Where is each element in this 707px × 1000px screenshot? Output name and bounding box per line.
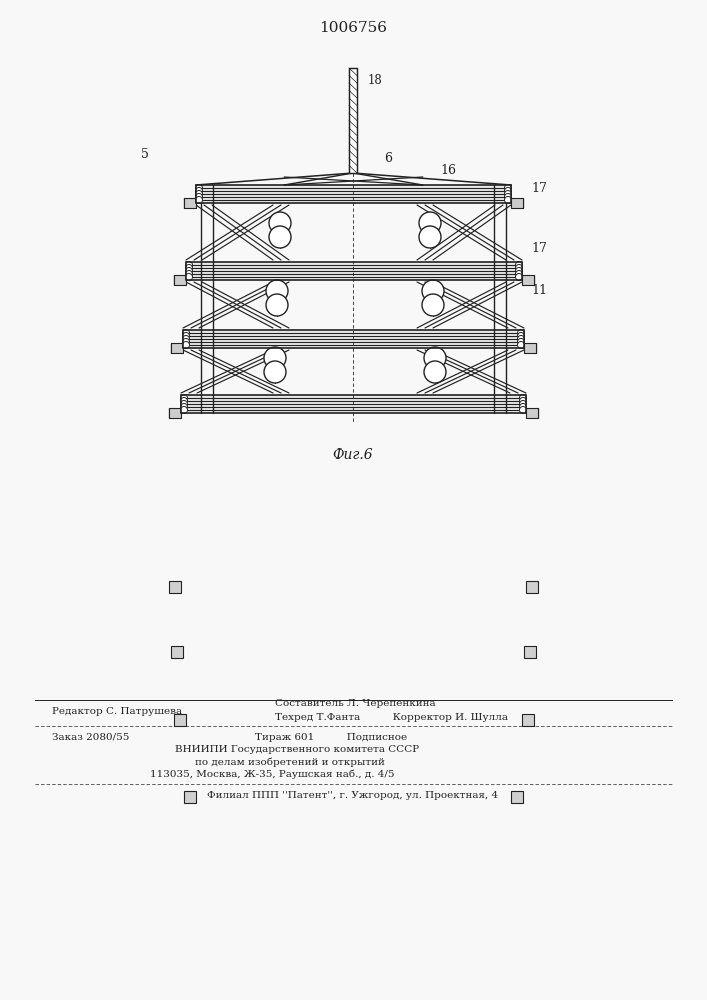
- Circle shape: [182, 342, 189, 349]
- Circle shape: [520, 406, 527, 414]
- Polygon shape: [184, 198, 196, 208]
- Circle shape: [520, 394, 527, 401]
- Polygon shape: [511, 791, 523, 803]
- Polygon shape: [171, 646, 183, 658]
- Polygon shape: [524, 343, 536, 353]
- Circle shape: [505, 194, 511, 200]
- Polygon shape: [184, 791, 196, 803]
- Polygon shape: [524, 646, 536, 658]
- Circle shape: [185, 267, 192, 274]
- Circle shape: [505, 188, 511, 194]
- Bar: [183, 330, 524, 348]
- Text: по делам изобретений и открытий: по делам изобретений и открытий: [195, 757, 385, 767]
- Circle shape: [182, 332, 189, 340]
- Polygon shape: [526, 408, 538, 418]
- Text: 1006756: 1006756: [319, 21, 387, 35]
- Circle shape: [424, 347, 446, 369]
- Polygon shape: [511, 198, 523, 208]
- Circle shape: [182, 330, 189, 336]
- Polygon shape: [526, 581, 538, 593]
- Circle shape: [422, 280, 444, 302]
- Circle shape: [264, 347, 286, 369]
- Text: Составитель Л. Черепенкина: Составитель Л. Черепенкина: [275, 698, 436, 708]
- Circle shape: [422, 294, 444, 316]
- Circle shape: [180, 394, 187, 401]
- Circle shape: [185, 261, 192, 268]
- Circle shape: [515, 264, 522, 271]
- Bar: [349, 68, 357, 173]
- Circle shape: [269, 226, 291, 248]
- Circle shape: [185, 270, 192, 277]
- Bar: [181, 395, 526, 413]
- Text: 16: 16: [440, 163, 456, 176]
- Circle shape: [180, 400, 187, 408]
- Polygon shape: [169, 581, 181, 593]
- Circle shape: [196, 184, 202, 192]
- Circle shape: [196, 194, 202, 200]
- Circle shape: [505, 184, 511, 192]
- Circle shape: [266, 280, 288, 302]
- Text: 18: 18: [368, 74, 382, 87]
- Circle shape: [515, 270, 522, 277]
- Circle shape: [518, 342, 525, 349]
- Bar: [349, 68, 357, 173]
- Circle shape: [518, 330, 525, 336]
- Circle shape: [515, 273, 522, 280]
- Text: ВНИИПИ Государственного комитета СССР: ВНИИПИ Государственного комитета СССР: [175, 746, 419, 754]
- Circle shape: [269, 212, 291, 234]
- Polygon shape: [174, 714, 186, 726]
- Text: 5: 5: [141, 148, 149, 161]
- Text: 17: 17: [531, 182, 547, 194]
- Circle shape: [266, 294, 288, 316]
- Bar: [186, 262, 522, 280]
- Text: Тираж 601          Подписное: Тираж 601 Подписное: [255, 732, 407, 742]
- Circle shape: [505, 196, 511, 204]
- Circle shape: [518, 332, 525, 340]
- Polygon shape: [169, 408, 181, 418]
- Circle shape: [182, 336, 189, 342]
- Bar: [196, 185, 511, 203]
- Circle shape: [180, 403, 187, 410]
- Circle shape: [424, 361, 446, 383]
- Circle shape: [196, 188, 202, 194]
- Circle shape: [182, 338, 189, 346]
- Circle shape: [196, 190, 202, 198]
- Circle shape: [520, 403, 527, 410]
- Text: Заказ 2080/55: Заказ 2080/55: [52, 732, 129, 742]
- Circle shape: [196, 196, 202, 204]
- Text: 6: 6: [384, 151, 392, 164]
- Polygon shape: [171, 343, 183, 353]
- Circle shape: [520, 400, 527, 408]
- Circle shape: [185, 264, 192, 271]
- Polygon shape: [174, 275, 186, 285]
- Text: Филиал ППП ''Патент'', г. Ужгород, ул. Проектная, 4: Филиал ППП ''Патент'', г. Ужгород, ул. П…: [207, 790, 498, 800]
- Circle shape: [515, 261, 522, 268]
- Text: 113035, Москва, Ж-35, Раушская наб., д. 4/5: 113035, Москва, Ж-35, Раушская наб., д. …: [150, 769, 395, 779]
- Polygon shape: [522, 714, 534, 726]
- Circle shape: [505, 190, 511, 198]
- Circle shape: [264, 361, 286, 383]
- Text: 11: 11: [531, 284, 547, 298]
- Text: Техред Т.Фанта          Корректор И. Шулла: Техред Т.Фанта Корректор И. Шулла: [275, 712, 508, 722]
- Circle shape: [419, 226, 441, 248]
- Circle shape: [518, 338, 525, 346]
- Circle shape: [419, 212, 441, 234]
- Text: Редактор С. Патрушева: Редактор С. Патрушева: [52, 708, 182, 716]
- Text: Фиг.6: Фиг.6: [333, 448, 373, 462]
- Circle shape: [520, 397, 527, 404]
- Circle shape: [185, 273, 192, 280]
- Circle shape: [515, 267, 522, 274]
- Circle shape: [518, 336, 525, 342]
- Polygon shape: [522, 275, 534, 285]
- Circle shape: [180, 406, 187, 414]
- Text: 17: 17: [531, 241, 547, 254]
- Circle shape: [180, 397, 187, 404]
